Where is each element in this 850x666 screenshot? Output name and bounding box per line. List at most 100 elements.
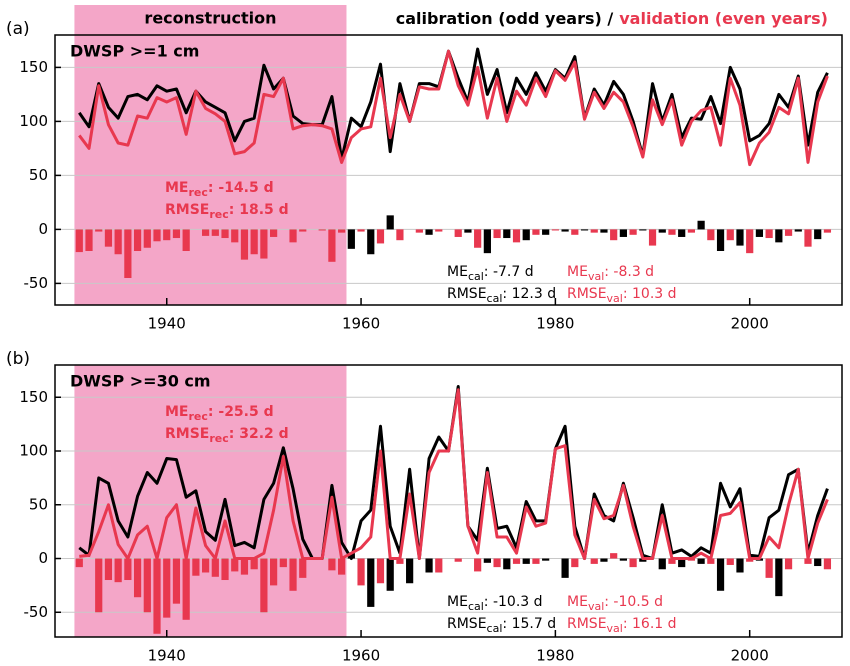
- residual-bar: [143, 229, 151, 248]
- residual-bar: [668, 229, 676, 235]
- residual-bar: [367, 229, 375, 255]
- residual-bar: [707, 558, 715, 564]
- residual-bar: [328, 558, 336, 571]
- stat-value: : 18.5 d: [229, 202, 289, 218]
- residual-bar: [435, 558, 443, 573]
- residual-bar: [270, 229, 278, 237]
- residual-bar: [678, 229, 686, 237]
- stat-subscript: cal: [487, 622, 503, 635]
- panel-variable: DWSP >=1 cm: [70, 42, 199, 61]
- residual-bar: [279, 558, 287, 568]
- plot-frame: [54, 34, 843, 306]
- residual-bar: [571, 229, 579, 235]
- residual-bar: [182, 558, 190, 620]
- residual-bar: [639, 558, 647, 562]
- residual-bar: [503, 558, 511, 570]
- residual-bar: [483, 558, 491, 563]
- residual-bar: [250, 558, 258, 570]
- residual-bar: [376, 558, 385, 584]
- stat-value: : -8.3 d: [604, 264, 654, 280]
- stat-name: ME: [165, 180, 189, 196]
- residual-bar: [211, 558, 219, 577]
- residual-bar: [124, 229, 132, 278]
- residual-bar: [396, 229, 404, 241]
- residual-bar: [435, 229, 443, 232]
- residual-bar: [784, 558, 793, 570]
- residual-bar: [114, 558, 122, 583]
- residual-bar: [619, 558, 627, 561]
- residual-bar: [784, 229, 793, 236]
- residual-bar: [328, 229, 336, 262]
- residual-bar: [678, 558, 686, 568]
- residual-bar: [75, 558, 83, 568]
- stat-name: RMSE: [447, 286, 487, 302]
- residual-bar: [133, 229, 142, 251]
- residual-bar: [483, 229, 491, 254]
- x-tick-label: 2000: [731, 647, 769, 665]
- stat-value: : -25.5 d: [208, 404, 274, 420]
- residual-bar: [85, 229, 93, 251]
- residual-bar: [648, 229, 657, 246]
- residual-bar: [172, 229, 181, 239]
- stat-value: : 10.3 d: [623, 286, 677, 302]
- span-label: reconstruction: [144, 9, 276, 28]
- residual-bar: [406, 558, 414, 584]
- stat-text: MErec: -25.5 d: [165, 404, 274, 423]
- residual-bar: [240, 229, 249, 260]
- x-tick-label: 1980: [536, 315, 574, 333]
- residual-bar: [454, 229, 462, 237]
- stat-text: MEcal: -7.7 d: [447, 264, 534, 283]
- x-tick-label: 1980: [536, 647, 574, 665]
- y-tick-label: 50: [29, 166, 48, 184]
- residual-bar: [250, 229, 258, 255]
- plot-frame: [54, 364, 843, 638]
- residual-bar: [299, 229, 307, 232]
- residual-bar: [658, 229, 666, 233]
- residual-bar: [231, 229, 239, 243]
- panel: reconstruction calibration (odd years) / v…: [6, 5, 843, 333]
- residual-bar: [231, 558, 239, 572]
- residual-bar: [95, 229, 103, 232]
- residual-bar: [716, 558, 725, 591]
- residual-bar: [260, 229, 268, 259]
- stat-text: RMSErec: 32.2 d: [165, 426, 289, 445]
- residual-bar: [542, 558, 550, 561]
- residual-bar: [794, 229, 802, 232]
- residual-bar: [503, 229, 511, 239]
- residual-bar: [153, 229, 161, 242]
- stat-text: RMSEcal: 15.7 d: [447, 616, 556, 635]
- residual-bar: [493, 229, 501, 239]
- residual-bar: [289, 229, 297, 243]
- x-tick-label: 1940: [148, 315, 186, 333]
- residual-bar: [542, 229, 550, 235]
- stat-name: RMSE: [165, 202, 209, 218]
- residual-bar: [522, 558, 530, 564]
- stat-value: : 16.1 d: [623, 616, 677, 632]
- residual-bar: [415, 229, 423, 233]
- residual-bar: [600, 558, 608, 562]
- stat-name: ME: [165, 404, 189, 420]
- residual-bar: [338, 558, 346, 575]
- residual-bar: [153, 558, 161, 634]
- stat-subscript: rec: [209, 208, 228, 221]
- residual-bar: [814, 558, 822, 567]
- residual-bar: [814, 229, 822, 240]
- residual-bar: [600, 229, 608, 233]
- y-tick-label: 0: [38, 549, 48, 567]
- residual-bar: [639, 229, 647, 231]
- residual-bar: [289, 558, 297, 591]
- stat-name: ME: [447, 264, 468, 280]
- chart-title: calibration (odd years) / validation (eve…: [396, 9, 828, 28]
- stat-subscript: val: [588, 600, 604, 613]
- residual-bar: [658, 558, 666, 570]
- residual-bar: [270, 558, 278, 586]
- stat-name: ME: [447, 594, 468, 610]
- residual-bar: [163, 558, 171, 618]
- stat-value: : -14.5 d: [208, 180, 274, 196]
- residual-bar: [804, 229, 812, 247]
- residual-bar: [299, 558, 307, 578]
- residual-bar: [124, 558, 132, 581]
- residual-bar: [610, 229, 618, 241]
- residual-bar: [221, 558, 229, 581]
